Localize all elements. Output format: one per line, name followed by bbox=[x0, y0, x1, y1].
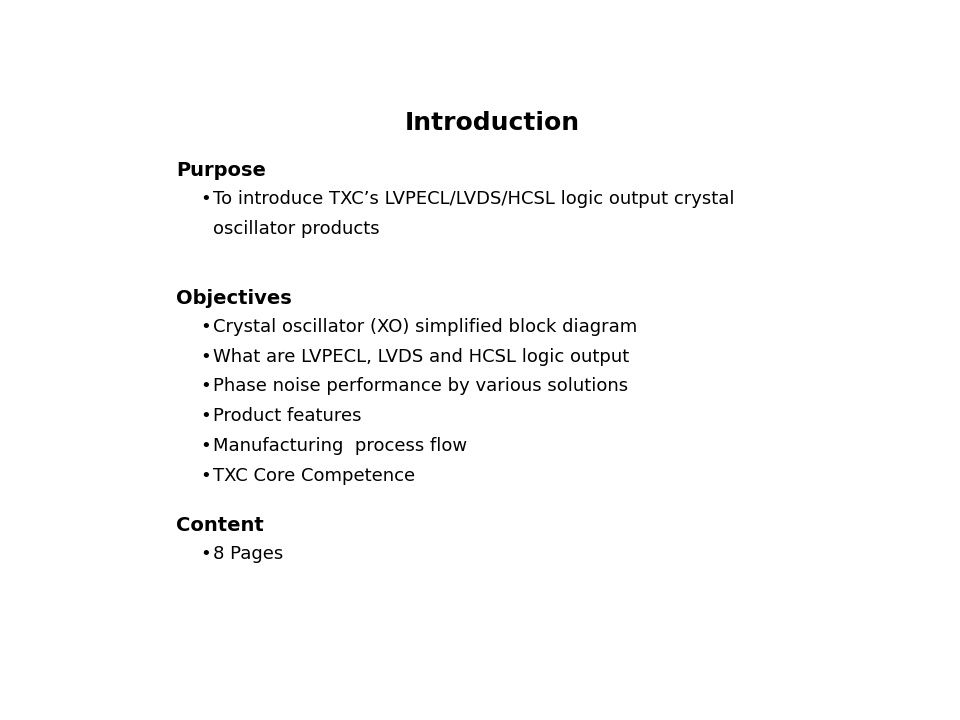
Text: 8 Pages: 8 Pages bbox=[213, 545, 283, 563]
Text: oscillator products: oscillator products bbox=[213, 220, 379, 238]
Text: Introduction: Introduction bbox=[404, 112, 580, 135]
Text: What are LVPECL, LVDS and HCSL logic output: What are LVPECL, LVDS and HCSL logic out… bbox=[213, 348, 629, 366]
Text: •: • bbox=[201, 408, 211, 426]
Text: Manufacturing  process flow: Manufacturing process flow bbox=[213, 437, 468, 455]
Text: Phase noise performance by various solutions: Phase noise performance by various solut… bbox=[213, 377, 628, 395]
Text: •: • bbox=[201, 318, 211, 336]
Text: •: • bbox=[201, 545, 211, 563]
Text: •: • bbox=[201, 467, 211, 485]
Text: Product features: Product features bbox=[213, 408, 362, 426]
Text: Crystal oscillator (XO) simplified block diagram: Crystal oscillator (XO) simplified block… bbox=[213, 318, 637, 336]
Text: Objectives: Objectives bbox=[176, 289, 292, 307]
Text: TXC Core Competence: TXC Core Competence bbox=[213, 467, 415, 485]
Text: •: • bbox=[201, 377, 211, 395]
Text: •: • bbox=[201, 348, 211, 366]
Text: •: • bbox=[201, 190, 211, 208]
Text: •: • bbox=[201, 437, 211, 455]
Text: To introduce TXC’s LVPECL/LVDS/HCSL logic output crystal: To introduce TXC’s LVPECL/LVDS/HCSL logi… bbox=[213, 190, 734, 208]
Text: Purpose: Purpose bbox=[176, 161, 266, 180]
Text: Content: Content bbox=[176, 516, 264, 535]
